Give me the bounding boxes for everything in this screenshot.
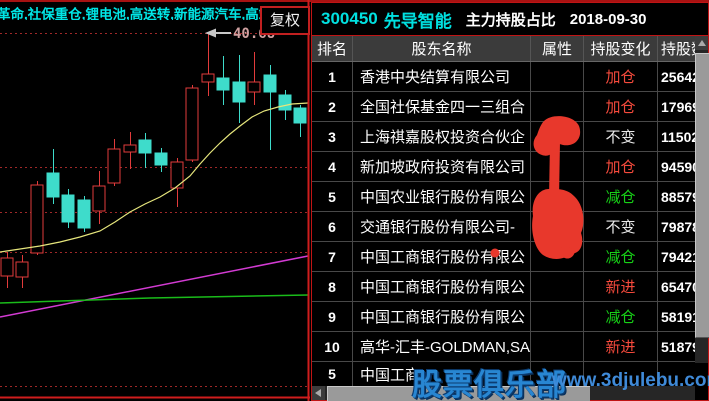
stock-code: 300450 <box>321 9 378 28</box>
concept-tags-bar[interactable]: 革命,社保重仓,锂电池,高送转,新能源汽车,高端装备 <box>0 7 263 20</box>
holder-attr <box>531 62 584 91</box>
scroll-left-icon[interactable] <box>312 386 325 400</box>
holder-name: 高华-汇丰-GOLDMAN,SAC <box>353 332 531 361</box>
holder-change: 减仓 <box>584 182 658 211</box>
col-header-rank[interactable]: 排名 <box>312 36 353 61</box>
col-header-shares[interactable]: 持股数 <box>661 41 695 58</box>
holder-name: 香港中央结算有限公司 <box>353 62 531 91</box>
holder-change: 减仓 <box>584 302 658 331</box>
holder-shares: 79421 <box>661 248 695 265</box>
holder-name: 新加坡政府投资有限公司 <box>353 152 531 181</box>
holder-rank: 4 <box>312 152 353 181</box>
holder-shares: 65470 <box>661 278 695 295</box>
holder-attr <box>531 332 584 361</box>
panel-title-bar: 300450 先导智能 主力持股占比 2018-09-30 <box>312 3 708 36</box>
vertical-scroll-thumb[interactable] <box>695 53 709 338</box>
candlestick-chart[interactable]: 40.68 <box>0 0 310 401</box>
scroll-up-icon[interactable] <box>695 36 708 50</box>
holder-name: 中国工商银行股份有限公 <box>353 302 531 331</box>
holder-rank: 8 <box>312 272 353 301</box>
holder-attr <box>531 242 584 271</box>
table-column-header: 排名 股东名称 属性 持股变化 持股数 <box>312 36 695 62</box>
holder-rank: 3 <box>312 122 353 151</box>
holder-rank: 10 <box>312 332 353 361</box>
holder-attr <box>531 272 584 301</box>
holder-attr <box>531 152 584 181</box>
holders-table-body: 1香港中央结算有限公司加仓256422全国社保基金四一三组合加仓179693上海… <box>312 62 695 386</box>
holder-name: 交通银行股份有限公司- <box>353 212 531 241</box>
holder-shares: 51879 <box>661 338 695 355</box>
holder-change: 不变 <box>584 122 658 151</box>
col-header-change[interactable]: 持股变化 <box>584 36 658 61</box>
holder-rank: 1 <box>312 62 353 91</box>
col-header-name[interactable]: 股东名称 <box>353 36 531 61</box>
panel-subtitle: 主力持股占比 <box>465 11 556 29</box>
holder-change: 减仓 <box>584 242 658 271</box>
horizontal-scrollbar[interactable] <box>312 386 695 401</box>
holder-attr <box>531 362 584 386</box>
holder-rank: 9 <box>312 302 353 331</box>
holder-attr <box>531 212 584 241</box>
price-adjust-button[interactable]: 复权 <box>260 6 310 35</box>
vertical-scrollbar[interactable] <box>695 36 709 363</box>
kline-chart-panel: 40.68 革命,社保重仓,锂电池,高送转,新能源汽车,高端装备 复权 <box>0 0 310 401</box>
report-date: 2018-09-30 <box>569 10 647 28</box>
holder-rank: 7 <box>312 242 353 271</box>
col-header-attr[interactable]: 属性 <box>531 36 584 61</box>
holder-row[interactable]: 5 中国工商 <box>312 362 695 386</box>
holder-name: 中国农业银行股份有限公 <box>353 182 531 211</box>
holder-shares <box>658 362 695 386</box>
holder-change <box>584 362 658 386</box>
top-border-line <box>0 0 709 2</box>
holder-shares: 11502 <box>661 128 695 145</box>
holder-attr <box>531 122 584 151</box>
holder-rank: 6 <box>312 212 353 241</box>
main-holders-panel: 300450 先导智能 主力持股占比 2018-09-30 排名 股东名称 属性… <box>311 2 709 401</box>
holder-name: 上海祺嘉股权投资合伙企 <box>353 122 531 151</box>
holder-shares: 88579 <box>661 188 695 205</box>
holder-name: 中国工商 <box>353 362 531 386</box>
holder-shares: 17969 <box>661 98 695 115</box>
holder-change: 加仓 <box>584 62 658 91</box>
holder-name: 中国工商银行股份有限公 <box>353 242 531 271</box>
horizontal-scroll-thumb[interactable] <box>327 386 590 401</box>
holder-name: 全国社保基金四一三组合 <box>353 92 531 121</box>
holder-change: 不变 <box>584 212 658 241</box>
holder-rank: 2 <box>312 92 353 121</box>
holder-change: 新进 <box>584 272 658 301</box>
holder-change: 加仓 <box>584 92 658 121</box>
holder-shares: 79878 <box>661 218 695 235</box>
holder-rank: 5 <box>312 362 353 386</box>
holder-attr <box>531 92 584 121</box>
stock-name: 先导智能 <box>383 11 452 31</box>
holder-name: 中国工商银行股份有限公 <box>353 272 531 301</box>
holder-shares: 94590 <box>661 158 695 175</box>
holder-attr <box>531 182 584 211</box>
holder-change: 新进 <box>584 332 658 361</box>
holder-attr <box>531 302 584 331</box>
holder-change: 加仓 <box>584 152 658 181</box>
holder-rank: 5 <box>312 182 353 211</box>
